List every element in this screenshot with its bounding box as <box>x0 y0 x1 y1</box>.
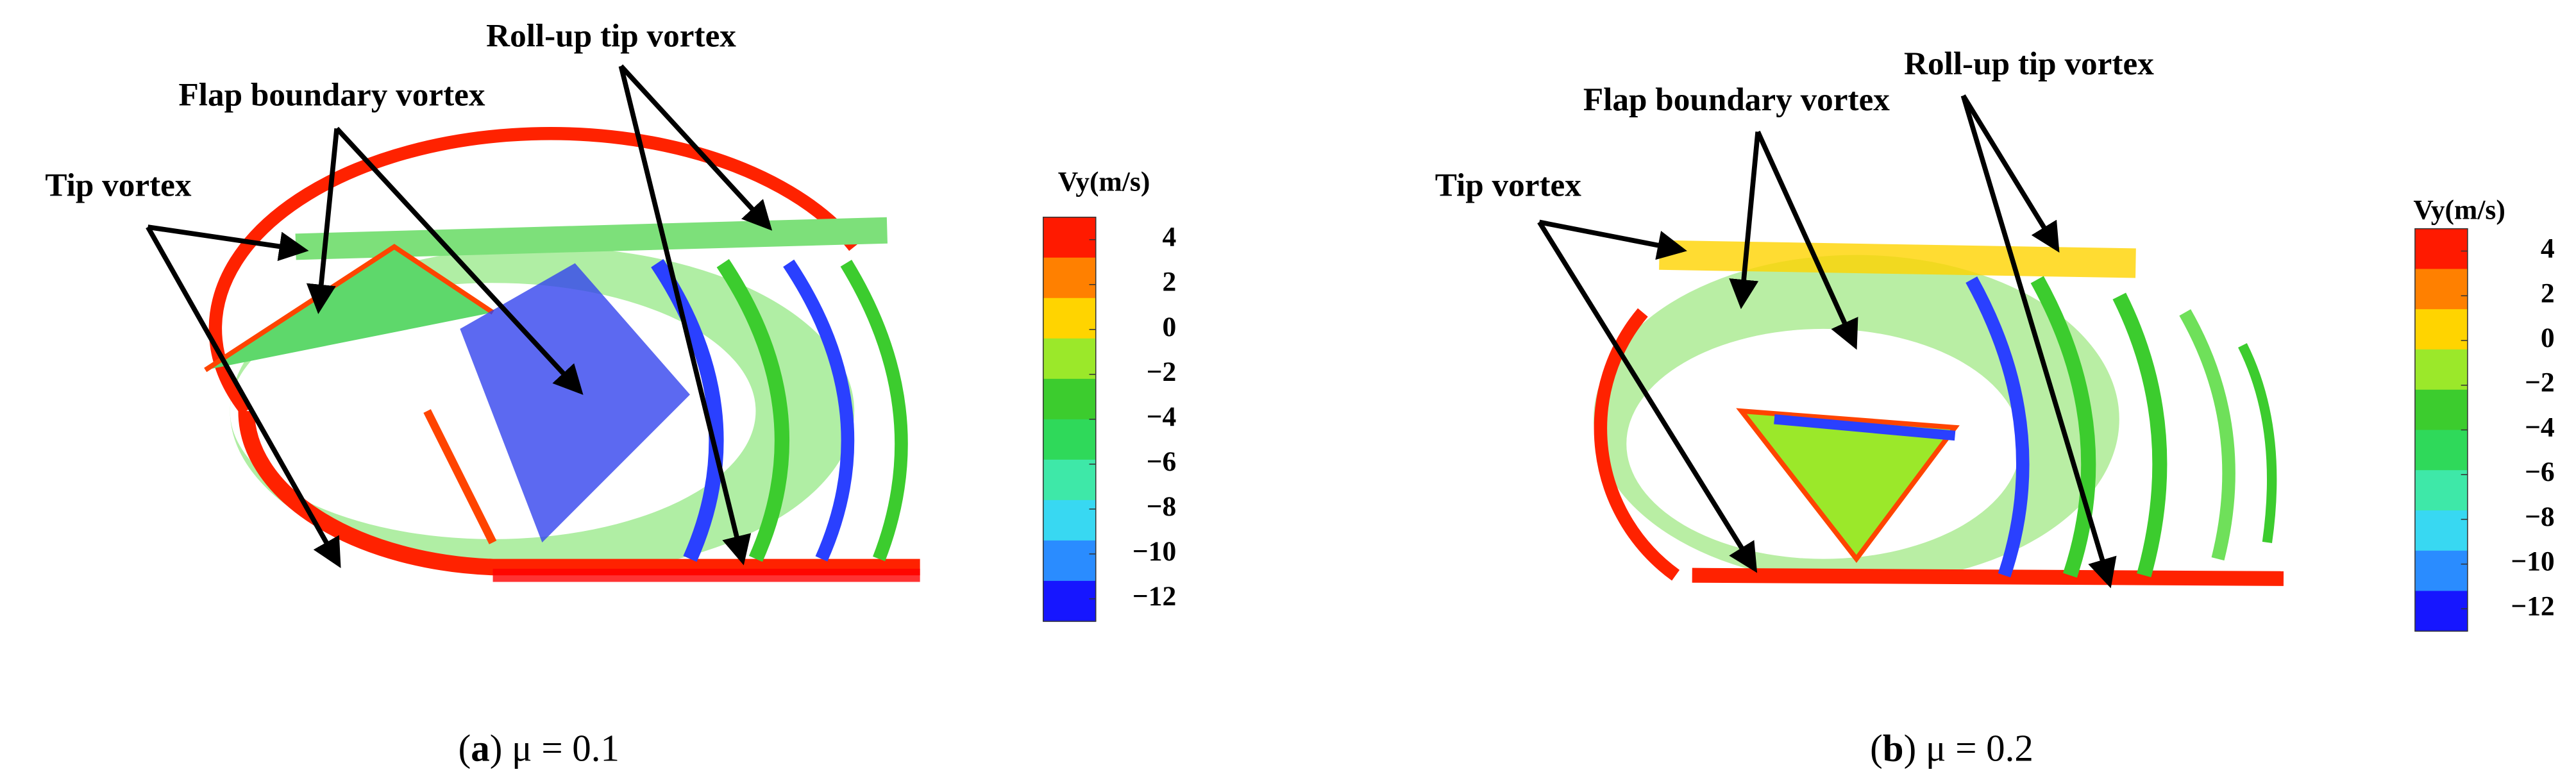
colorbar-tick-label: 4 <box>2541 233 2555 264</box>
caption: (a) μ = 0.1 <box>459 727 619 769</box>
colorbar-title: Vy(m/s) <box>2413 194 2505 225</box>
colorbar-segment <box>2414 510 2468 551</box>
vortex-image-b <box>1594 240 2284 586</box>
vortex-image-a <box>204 127 920 582</box>
colorbar-segment <box>2414 269 2468 310</box>
colorbar-segment <box>2414 470 2468 511</box>
colorbar-tick-label: 2 <box>2541 278 2555 308</box>
colorbar-tick-label: −6 <box>2525 457 2555 487</box>
colorbar-segment <box>1043 217 1096 258</box>
colorbar-tick-label: −8 <box>2525 501 2555 532</box>
colorbar-tick-label: −10 <box>1132 536 1176 567</box>
colorbar-segment <box>2414 228 2468 270</box>
colorbar-tick-label: −2 <box>2525 367 2555 398</box>
colorbar-tick-label: −12 <box>1132 581 1176 612</box>
colorbar-segment <box>1043 459 1096 501</box>
colorbar-segment <box>1043 580 1096 622</box>
colorbar-tick-label: 2 <box>1163 267 1177 298</box>
annotation: Tip vortex <box>1435 167 1581 203</box>
colorbar-segment <box>1043 419 1096 460</box>
colorbar-tick-label: 0 <box>2541 323 2555 353</box>
caption-part: ) μ = 0.2 <box>1904 727 2033 769</box>
caption-label: b <box>1883 727 1904 769</box>
colorbar-tick-label: −10 <box>2511 546 2554 577</box>
colorbar-segment <box>2414 309 2468 350</box>
caption-part: ( <box>459 727 471 769</box>
annotation: Roll-up tip vortex <box>1904 46 2154 82</box>
colorbar-segment <box>1043 378 1096 420</box>
colorbar-tick-label: 0 <box>1163 312 1177 342</box>
colorbar-tick-label: −2 <box>1147 357 1177 387</box>
colorbar-segment <box>1043 500 1096 541</box>
colorbar-segment <box>2414 591 2468 632</box>
caption-part: ( <box>1870 727 1883 769</box>
annotation: Roll-up tip vortex <box>486 17 736 54</box>
arrows <box>146 64 2117 589</box>
colorbar-tick-label: −4 <box>1147 401 1177 432</box>
annotation: Flap boundary vortex <box>178 77 485 113</box>
caption-label: a <box>471 727 489 769</box>
colorbar-segment <box>1043 338 1096 380</box>
colorbar-tick-label: −12 <box>2511 591 2554 621</box>
colorbar-tick-label: −6 <box>1147 446 1177 477</box>
colorbar-segment <box>1043 540 1096 582</box>
colorbar-segment <box>2414 430 2468 471</box>
colorbar-tick-label: −8 <box>1147 491 1177 522</box>
colorbar-tick-label: 4 <box>1163 222 1177 253</box>
annotation: Tip vortex <box>45 167 191 203</box>
colorbar-segment <box>1043 298 1096 339</box>
colorbar-segment <box>2414 550 2468 592</box>
caption-part: ) μ = 0.1 <box>490 727 619 769</box>
annotation: Flap boundary vortex <box>1583 81 1890 118</box>
colorbar-segment <box>1043 257 1096 299</box>
colorbar-title: Vy(m/s) <box>1058 167 1150 197</box>
colorbar-segment <box>2414 349 2468 391</box>
caption: (b) μ = 0.2 <box>1870 727 2033 769</box>
colorbar-segment <box>2414 389 2468 431</box>
colorbar-tick-label: −4 <box>2525 412 2555 442</box>
